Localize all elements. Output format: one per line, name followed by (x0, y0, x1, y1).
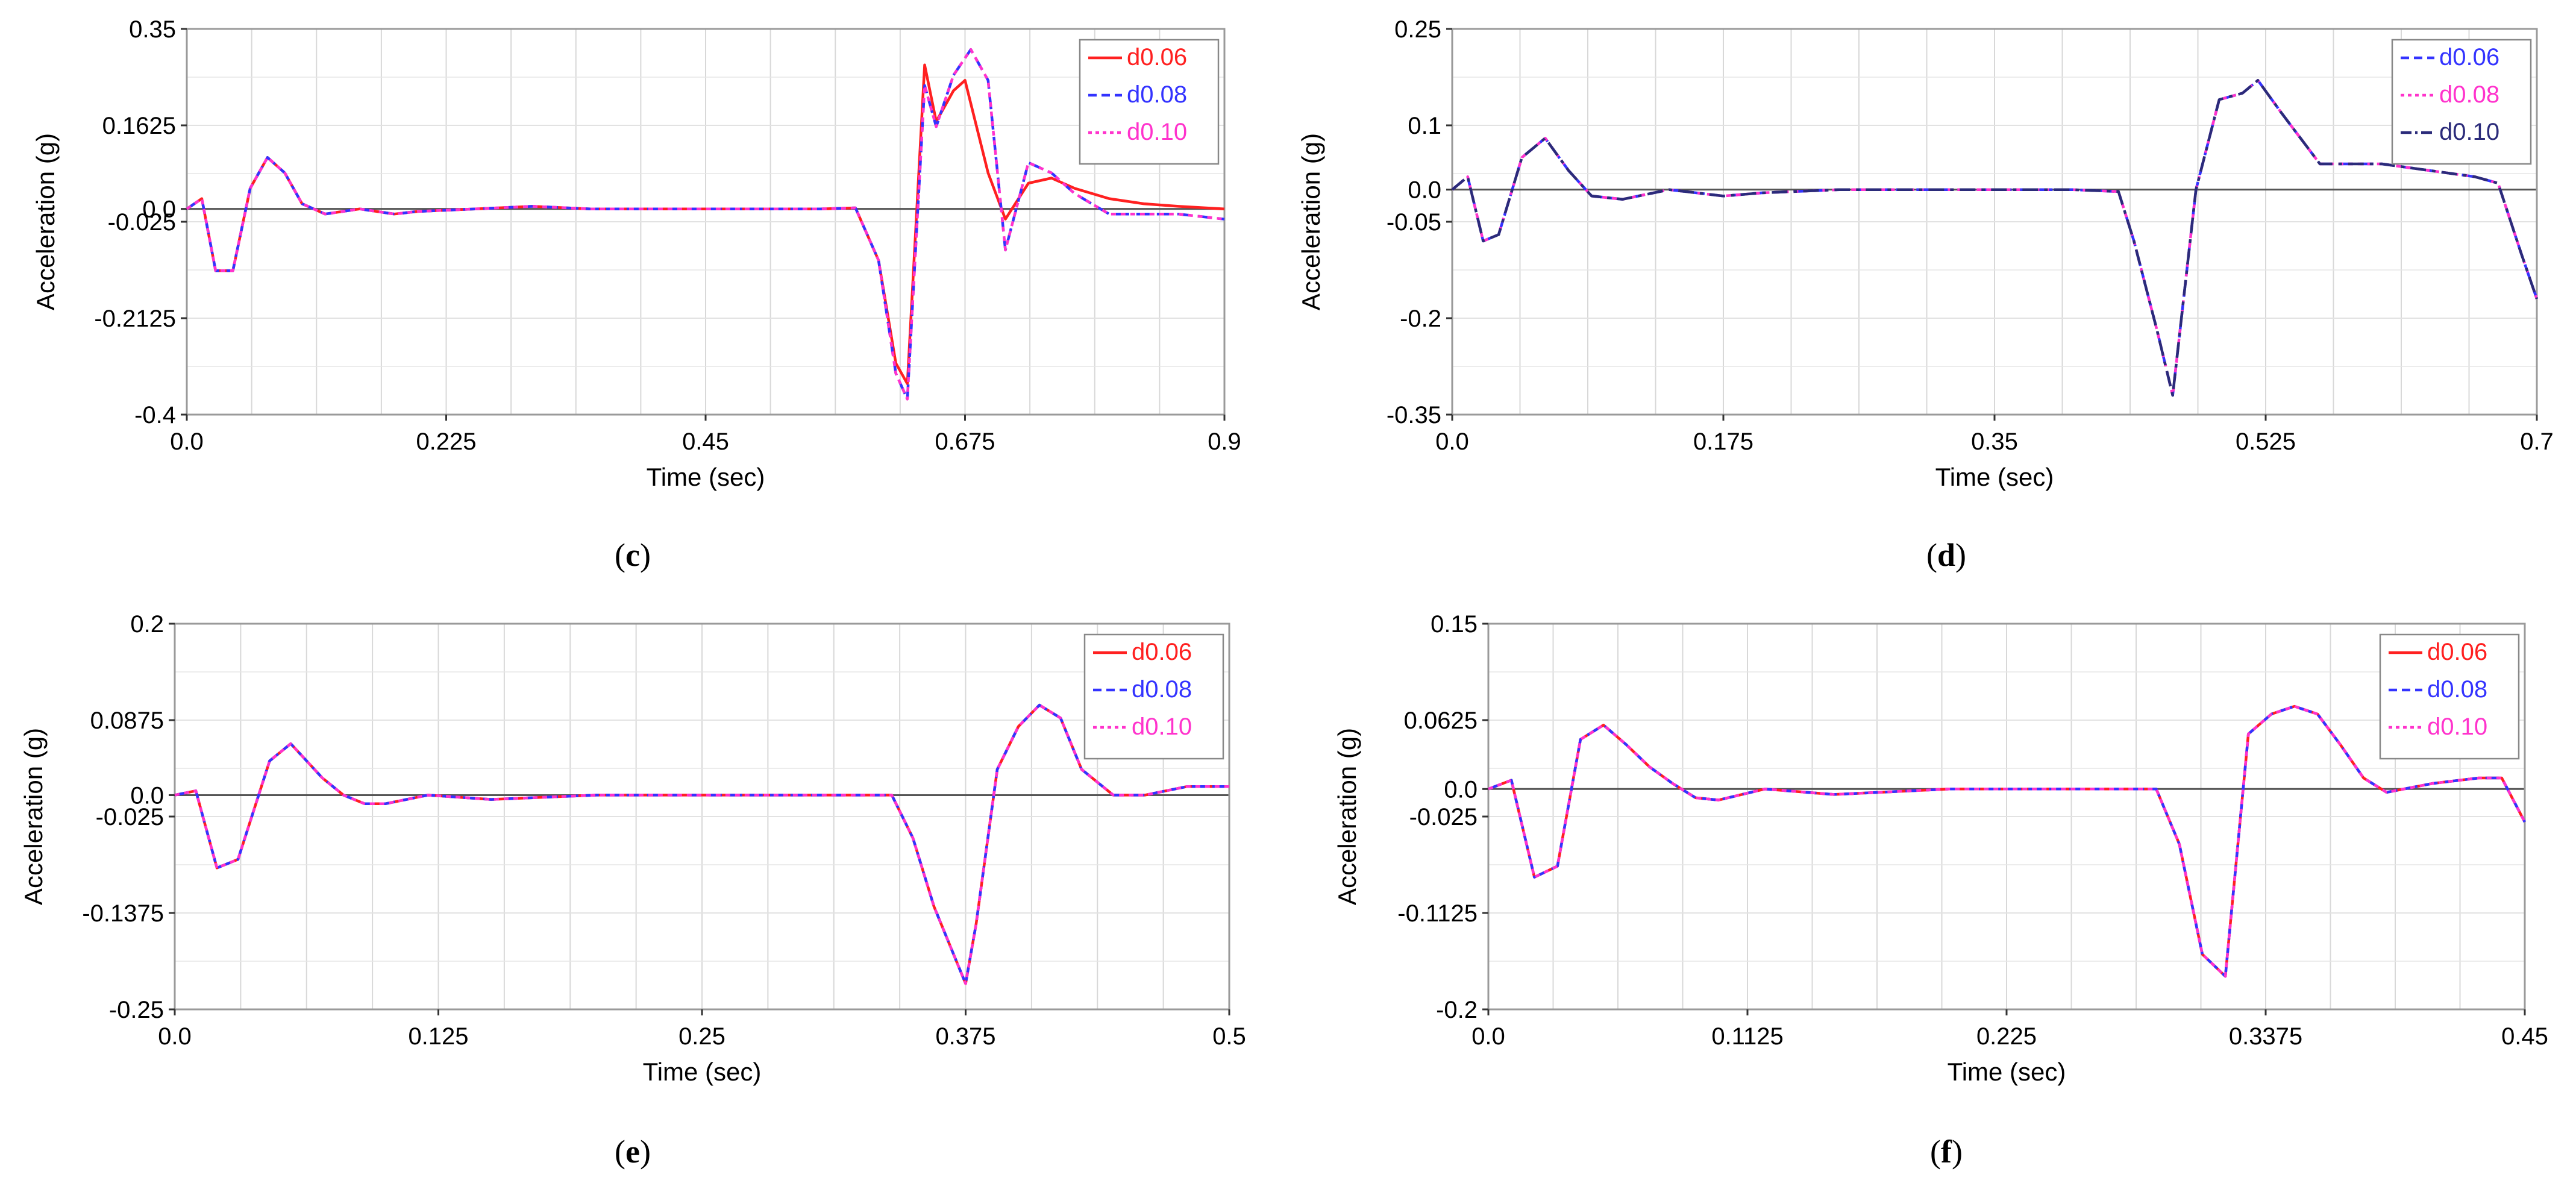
y-tick-label-c: 0.0 (142, 196, 176, 223)
caption-c: (c) (615, 537, 651, 573)
legend-box-f (2379, 633, 2520, 760)
x-axis-label-d: Time (sec) (1935, 463, 2054, 491)
series-line-e-d0.10 (174, 703, 1229, 985)
caption-f: (f) (1930, 1134, 1963, 1170)
y-tick-label-e: -0.25 (109, 997, 164, 1023)
y-axis-label-e: Acceleration (g) (19, 728, 48, 905)
y-tick-label-d: 0.0 (1408, 177, 1441, 204)
y-axis-label-d: Acceleration (g) (1297, 133, 1325, 310)
y-tick-label-c: 0.1625 (102, 113, 176, 139)
y-tick-label-e: 0.0 (130, 782, 164, 809)
y-tick-label-d: -0.2 (1400, 306, 1441, 332)
x-tick-label-f: 0.225 (1976, 1023, 2037, 1050)
legend-label-e-d0.06: d0.06 (1132, 639, 1192, 665)
chart-f: 0.0 0.1125 0.225 0.3375 0.450.150.06250.0-0.… (1333, 611, 2548, 1086)
x-tick-label-e: 0.25 (678, 1023, 725, 1050)
legend-label-f-d0.08: d0.08 (2427, 676, 2487, 703)
y-tick-label-f: -0.2 (1436, 997, 1478, 1023)
legend-label-d-d0.10: d0.10 (2439, 119, 2499, 145)
y-tick-label-c: 0.35 (129, 16, 176, 43)
y-tick-label-f: 0.0 (1444, 776, 1478, 803)
x-tick-label-c: 0.0 (170, 428, 204, 455)
x-tick-label-d: 0.175 (1693, 428, 1753, 455)
x-tick-label-c: 0.9 (1208, 428, 1241, 455)
y-tick-label-f: 0.15 (1431, 611, 1478, 638)
x-tick-label-e: 0.0 (158, 1023, 192, 1050)
x-tick-label-f: 0.3375 (2229, 1023, 2302, 1050)
x-tick-label-e: 0.375 (935, 1023, 995, 1050)
y-tick-label-e: 0.0875 (90, 707, 164, 734)
series-line-f-d0.10 (1488, 704, 2526, 978)
x-tick-label-e: 0.5 (1212, 1023, 1246, 1050)
chart-c: 0.0 0.225 0.45 0.675 0.90.350.16250.0-0.025-… (31, 16, 1241, 491)
chart-panel-e: 0.0 0.125 0.25 0.375 0.5 0.2 0.0875 0.0 -0.025 -0… (0, 603, 1265, 1136)
legend-label-c-d0.08: d0.08 (1127, 81, 1187, 108)
x-tick-label-c: 0.45 (682, 428, 729, 455)
x-tick-label-c: 0.225 (416, 428, 476, 455)
caption-e: (e) (615, 1134, 651, 1170)
legend-box-c (1079, 39, 1220, 165)
x-axis-label-e: Time (sec) (643, 1058, 762, 1086)
series-line-d-d0.10 (1451, 79, 2539, 397)
caption-e-letter: e (625, 1134, 640, 1170)
x-tick-label-d: 0.35 (1971, 428, 2018, 455)
y-tick-label-f: -0.025 (1409, 804, 1478, 830)
x-tick-label-d: 0.7 (2520, 428, 2554, 455)
y-tick-label-d: 0.1 (1408, 113, 1441, 139)
y-tick-label-d: 0.25 (1394, 16, 1441, 43)
y-tick-label-c: -0.025 (108, 209, 176, 236)
caption-d-letter: d (1937, 537, 1956, 573)
y-tick-label-d: -0.35 (1387, 402, 1441, 428)
y-tick-label-f: -0.1125 (1397, 900, 1478, 927)
caption-d: (d) (1926, 537, 1966, 573)
x-tick-label-f: 0.0 (1471, 1023, 1505, 1050)
legend-label-d-d0.08: d0.08 (2439, 81, 2499, 108)
chart-e: 0.0 0.125 0.25 0.375 0.50.20.08750.0-0.025-0… (19, 611, 1246, 1086)
x-tick-label-d: 0.0 (1435, 428, 1469, 455)
x-tick-label-f: 0.45 (2501, 1023, 2548, 1050)
legend-box-e (1083, 633, 1224, 760)
legend-label-f-d0.06: d0.06 (2427, 639, 2487, 665)
legend-label-f-d0.10: d0.10 (2427, 713, 2487, 740)
legend-label-e-d0.08: d0.08 (1132, 676, 1192, 703)
x-tick-label-e: 0.125 (408, 1023, 468, 1050)
legend-label-d-d0.06: d0.06 (2439, 44, 2499, 71)
y-axis-label-f: Acceleration (g) (1333, 728, 1361, 905)
y-tick-label-e: -0.025 (96, 804, 164, 830)
legend-label-c-d0.10: d0.10 (1127, 119, 1187, 145)
legend-label-e-d0.10: d0.10 (1132, 713, 1192, 740)
x-tick-label-f: 0.1125 (1711, 1023, 1783, 1050)
chart-panel-d: 0.0 0.175 0.35 0.525 0.7 0.25 0.1 0.0 -0.05 -0.2 -… (1296, 0, 2561, 533)
y-tick-label-c: -0.4 (134, 402, 176, 428)
caption-c-letter: c (625, 537, 640, 573)
chart-panel-f: 0.0 0.1125 0.225 0.3375 0.45 0.15 0.0625 0.0 -0.… (1296, 603, 2561, 1136)
x-tick-label-d: 0.525 (2236, 428, 2296, 455)
y-tick-label-d: -0.05 (1387, 209, 1441, 236)
chart-panel-c: 0.0 0.225 0.45 0.675 0.9 0.35 0.1625 0.0 -0.025-… (0, 0, 1265, 533)
y-axis-label-c: Acceleration (g) (31, 133, 60, 310)
x-axis-label-f: Time (sec) (1948, 1058, 2066, 1086)
y-tick-label-f: 0.0625 (1404, 707, 1478, 734)
legend-box-d (2391, 39, 2532, 165)
series-line-c-d0.10 (186, 48, 1225, 401)
y-tick-label-c: -0.2125 (94, 306, 176, 332)
caption-f-letter: f (1941, 1134, 1952, 1170)
x-tick-label-c: 0.675 (935, 428, 995, 455)
y-tick-label-e: -0.1375 (82, 900, 164, 927)
x-axis-label-c: Time (sec) (647, 463, 765, 491)
y-tick-label-e: 0.2 (130, 611, 164, 638)
chart-d: 0.0 0.175 0.35 0.525 0.7 0.25 0.1 0.0 -0.05 -0.2 -… (1297, 16, 2554, 491)
legend-label-c-d0.06: d0.06 (1127, 44, 1187, 71)
